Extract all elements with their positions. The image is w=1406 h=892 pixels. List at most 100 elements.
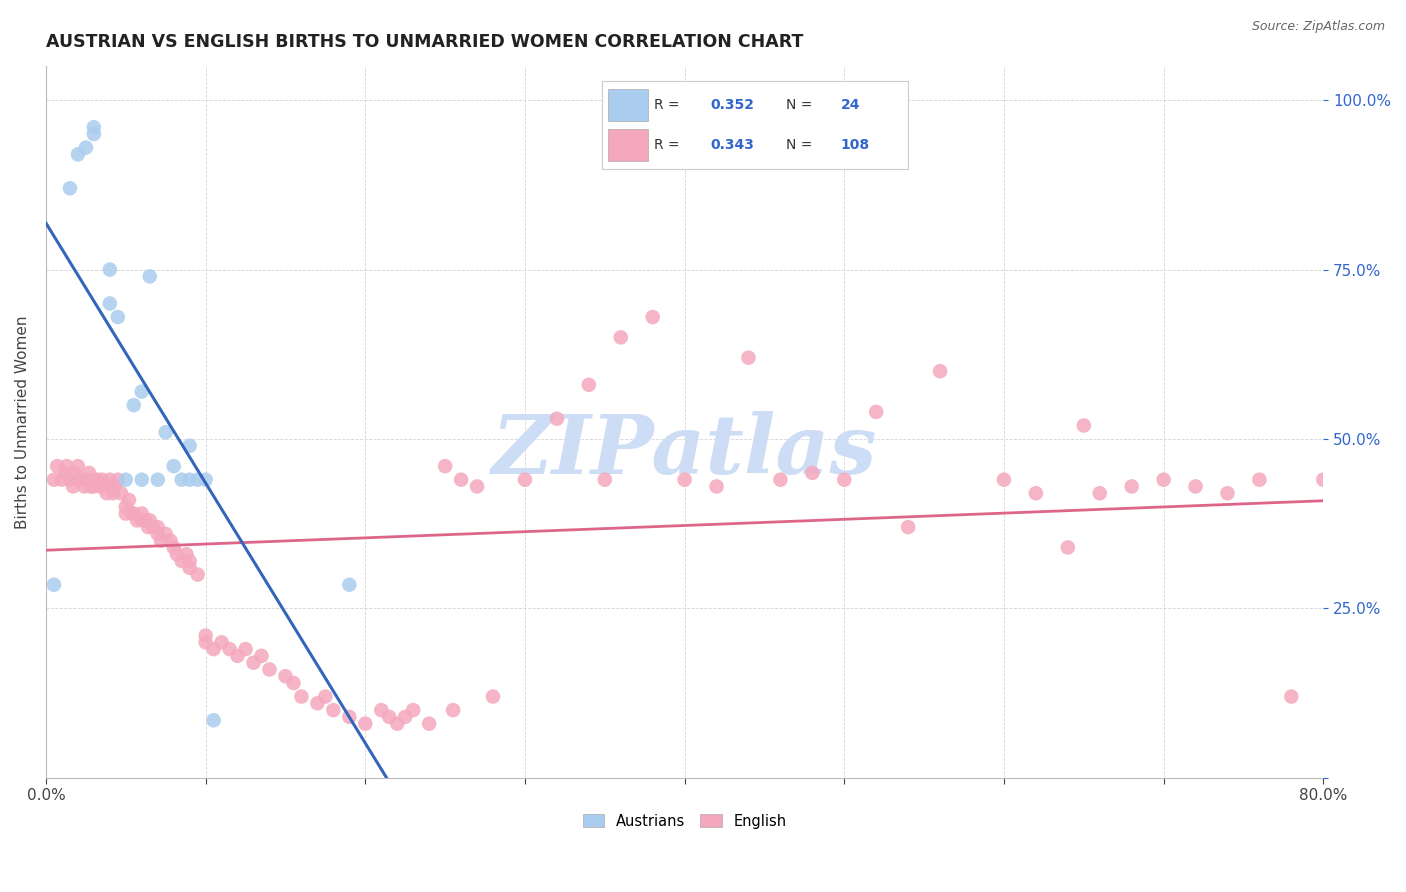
Point <box>226 648 249 663</box>
Point <box>1121 479 1143 493</box>
Point <box>218 642 240 657</box>
Point <box>211 635 233 649</box>
Point <box>1249 473 1271 487</box>
Y-axis label: Births to Unmarried Women: Births to Unmarried Women <box>15 316 30 529</box>
Point <box>179 439 201 453</box>
Point <box>83 479 105 493</box>
Point <box>170 473 193 487</box>
Point <box>118 493 141 508</box>
Point <box>179 473 201 487</box>
Point <box>434 459 457 474</box>
Point <box>55 459 77 474</box>
Point <box>146 473 169 487</box>
Point <box>142 520 165 534</box>
Point <box>194 473 217 487</box>
Point <box>274 669 297 683</box>
Point <box>337 710 360 724</box>
Point <box>70 473 93 487</box>
Point <box>155 527 177 541</box>
Point <box>114 507 136 521</box>
Point <box>42 578 65 592</box>
Point <box>993 473 1015 487</box>
Point <box>418 716 440 731</box>
Point <box>187 473 209 487</box>
Point <box>441 703 464 717</box>
Legend: Austrians, English: Austrians, English <box>576 808 793 835</box>
Point <box>96 486 118 500</box>
Point <box>159 533 181 548</box>
Point <box>163 541 186 555</box>
Point <box>546 411 568 425</box>
Point <box>89 479 111 493</box>
Point <box>170 554 193 568</box>
Point <box>107 310 129 324</box>
Point <box>242 656 264 670</box>
Point <box>250 648 273 663</box>
Point <box>1088 486 1111 500</box>
Point <box>450 473 472 487</box>
Point <box>465 479 488 493</box>
Point <box>314 690 336 704</box>
Point <box>290 690 312 704</box>
Point <box>378 710 401 724</box>
Point <box>482 690 505 704</box>
Point <box>1279 690 1302 704</box>
Point <box>131 507 153 521</box>
Point <box>51 473 73 487</box>
Point <box>134 513 156 527</box>
Point <box>322 703 344 717</box>
Point <box>79 479 101 493</box>
Point <box>1153 473 1175 487</box>
Point <box>194 635 217 649</box>
Point <box>610 330 633 344</box>
Point <box>139 269 162 284</box>
Point <box>1056 541 1078 555</box>
Point <box>769 473 792 487</box>
Point <box>77 466 100 480</box>
Point <box>801 466 824 480</box>
Point <box>66 147 89 161</box>
Text: AUSTRIAN VS ENGLISH BIRTHS TO UNMARRIED WOMEN CORRELATION CHART: AUSTRIAN VS ENGLISH BIRTHS TO UNMARRIED … <box>46 33 803 51</box>
Point <box>53 466 76 480</box>
Point <box>179 561 201 575</box>
Point <box>94 479 117 493</box>
Point <box>370 703 392 717</box>
Point <box>202 642 225 657</box>
Point <box>83 127 105 141</box>
Point <box>394 710 416 724</box>
Point <box>73 479 96 493</box>
Point <box>83 473 105 487</box>
Point <box>163 459 186 474</box>
Point <box>578 377 600 392</box>
Point <box>149 533 172 548</box>
Point <box>737 351 759 365</box>
Point <box>337 578 360 592</box>
Point <box>107 473 129 487</box>
Point <box>59 181 82 195</box>
Point <box>42 473 65 487</box>
Point <box>122 507 145 521</box>
Point <box>387 716 409 731</box>
Point <box>131 473 153 487</box>
Point <box>155 425 177 440</box>
Point <box>897 520 920 534</box>
Point <box>98 262 121 277</box>
Point <box>929 364 952 378</box>
Point <box>98 479 121 493</box>
Point <box>706 479 728 493</box>
Point <box>179 554 201 568</box>
Point <box>46 459 69 474</box>
Point <box>1184 479 1206 493</box>
Point <box>104 479 127 493</box>
Point <box>235 642 257 657</box>
Point <box>122 398 145 412</box>
Point <box>66 473 89 487</box>
Point <box>98 473 121 487</box>
Point <box>146 520 169 534</box>
Point <box>90 473 112 487</box>
Point <box>202 713 225 727</box>
Point <box>283 676 305 690</box>
Point <box>673 473 696 487</box>
Point <box>1216 486 1239 500</box>
Point <box>641 310 664 324</box>
